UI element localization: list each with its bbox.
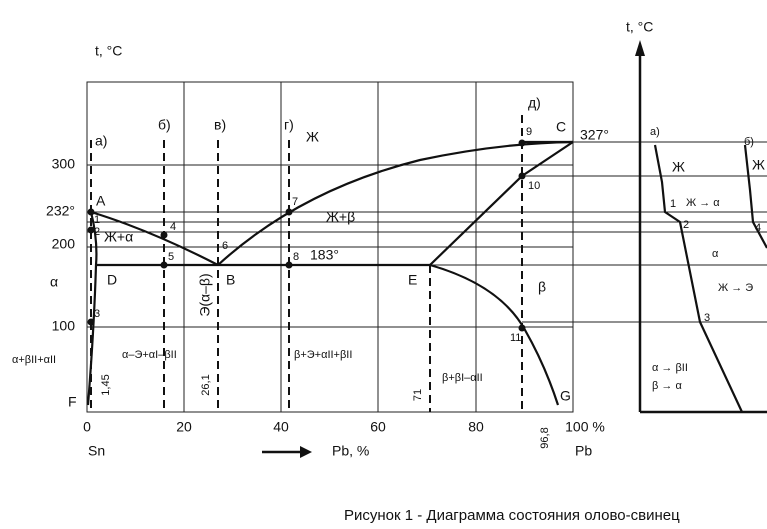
marker: 11 [510, 332, 521, 344]
section: а) [95, 133, 107, 149]
region: Ж+β [326, 209, 355, 225]
marker: 4 [170, 221, 176, 233]
region: α+βII+αII [12, 354, 56, 366]
point: D [107, 272, 117, 288]
region: β+βI–αII [442, 372, 483, 384]
marker: 3 [94, 308, 100, 320]
marker: 7 [292, 196, 298, 208]
marker: 2 [683, 219, 689, 231]
transform: Ж → Э [718, 282, 753, 294]
x-tick: 100 % [565, 419, 605, 435]
region: β [538, 279, 546, 295]
region: Ж [306, 129, 319, 145]
x-tick: 60 [370, 419, 386, 435]
marker-dots [87, 139, 526, 332]
region: β+Э+αII+βII [294, 349, 352, 361]
x-label: Pb, % [332, 443, 369, 459]
point: B [226, 272, 235, 288]
marker: 4 [755, 222, 761, 234]
marker: 9 [526, 126, 532, 138]
marker: 1 [94, 214, 100, 226]
curve-label: б) [744, 136, 754, 148]
marker: 3 [704, 312, 710, 324]
section: д) [528, 95, 541, 111]
section: б) [158, 117, 171, 133]
y-tick: 100 [52, 318, 76, 334]
x-left: Sn [88, 443, 105, 459]
composition: 1,45 [100, 374, 112, 395]
point: C [556, 119, 566, 135]
liquid: Ж [672, 159, 685, 175]
phase-lines [86, 140, 574, 406]
arrow-head [300, 446, 312, 458]
marker: 6 [222, 240, 228, 252]
y-tick: 200 [52, 236, 76, 252]
cooling-axes [635, 40, 767, 414]
frame [86, 81, 767, 413]
region: Э(α–β) [197, 273, 213, 316]
y-label: t, °C [95, 43, 122, 59]
point: F [68, 394, 77, 410]
marker: 5 [168, 251, 174, 263]
transform: β → α [652, 380, 682, 392]
marker: 1 [670, 198, 676, 210]
composition: 96,8 [539, 427, 551, 448]
phase: α [712, 248, 719, 260]
section-lines [90, 115, 523, 412]
x-tick: 0 [83, 419, 91, 435]
point: G [560, 388, 571, 404]
composition: 26,1 [200, 374, 212, 395]
marker: 2 [94, 226, 100, 238]
point: E [408, 272, 417, 288]
liquid: Ж [752, 157, 765, 173]
composition: 71 [412, 389, 424, 401]
caption: Рисунок 1 - Диаграмма состояния олово-св… [344, 507, 680, 524]
x-tick: 20 [176, 419, 192, 435]
y-label: t, °C [626, 19, 653, 35]
point: A [96, 193, 106, 209]
section: г) [284, 117, 294, 133]
temperature: 327° [580, 127, 609, 143]
x-tick: 80 [468, 419, 484, 435]
transform: Ж → α [686, 197, 720, 209]
transform: α → βII [652, 362, 688, 374]
region: α [50, 274, 58, 290]
x-tick: 40 [273, 419, 289, 435]
x-right: Pb [575, 443, 592, 459]
curve-label: а) [650, 126, 660, 138]
y-tick: 232° [46, 203, 75, 219]
y-tick: 300 [52, 156, 76, 172]
region: Ж+α [104, 229, 133, 245]
marker: 8 [293, 251, 299, 263]
region: α–Э+αI–βII [122, 349, 177, 361]
temperature: 183° [310, 247, 339, 263]
marker: 10 [528, 180, 540, 192]
section: в) [214, 117, 226, 133]
